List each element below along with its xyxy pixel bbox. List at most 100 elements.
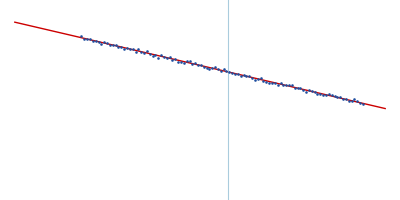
Point	[226, 71, 232, 74]
Point	[297, 87, 304, 90]
Point	[360, 102, 366, 105]
Point	[172, 58, 178, 61]
Point	[130, 48, 136, 51]
Point	[323, 93, 329, 97]
Point	[195, 63, 201, 67]
Point	[127, 47, 133, 50]
Point	[337, 96, 344, 99]
Point	[192, 62, 198, 65]
Point	[124, 46, 130, 49]
Point	[306, 89, 312, 92]
Point	[206, 68, 213, 71]
Point	[200, 65, 207, 69]
Point	[84, 37, 90, 41]
Point	[178, 60, 184, 63]
Point	[158, 54, 164, 57]
Point	[218, 69, 224, 72]
Point	[346, 99, 352, 102]
Point	[215, 68, 221, 71]
Point	[81, 37, 88, 40]
Point	[354, 100, 360, 103]
Point	[308, 89, 315, 92]
Point	[175, 61, 181, 64]
Point	[104, 42, 110, 45]
Point	[351, 98, 358, 101]
Point	[164, 57, 170, 60]
Point	[283, 84, 289, 87]
Point	[246, 74, 252, 77]
Point	[269, 82, 275, 85]
Point	[78, 35, 85, 38]
Point	[90, 39, 96, 43]
Point	[294, 86, 301, 89]
Point	[144, 50, 150, 53]
Point	[209, 66, 216, 69]
Point	[263, 80, 270, 83]
Point	[166, 56, 173, 59]
Point	[98, 42, 104, 46]
Point	[121, 47, 127, 51]
Point	[277, 81, 284, 84]
Point	[118, 46, 124, 49]
Point	[348, 99, 355, 102]
Point	[110, 44, 116, 47]
Point	[161, 56, 167, 59]
Point	[303, 90, 309, 93]
Point	[112, 44, 119, 47]
Point	[141, 51, 147, 54]
Point	[240, 73, 247, 77]
Point	[229, 71, 235, 74]
Point	[87, 38, 93, 41]
Point	[289, 84, 295, 87]
Point	[235, 73, 241, 76]
Point	[107, 43, 113, 47]
Point	[258, 76, 264, 80]
Point	[252, 78, 258, 82]
Point	[243, 75, 250, 78]
Point	[331, 95, 338, 98]
Point	[189, 62, 196, 65]
Point	[198, 63, 204, 67]
Point	[184, 59, 190, 63]
Point	[312, 90, 318, 93]
Point	[249, 76, 255, 79]
Point	[155, 56, 162, 59]
Point	[146, 52, 153, 55]
Point	[232, 72, 238, 75]
Point	[272, 81, 278, 85]
Point	[300, 88, 306, 91]
Point	[101, 41, 108, 44]
Point	[149, 54, 156, 57]
Point	[95, 40, 102, 43]
Point	[186, 60, 193, 63]
Point	[328, 93, 335, 96]
Point	[115, 45, 122, 48]
Point	[274, 83, 281, 86]
Point	[181, 61, 187, 64]
Point	[132, 50, 139, 53]
Point	[220, 68, 227, 71]
Point	[212, 65, 218, 68]
Point	[343, 98, 349, 101]
Point	[280, 83, 286, 87]
Point	[260, 79, 267, 82]
Point	[266, 81, 272, 84]
Point	[92, 39, 99, 43]
Point	[152, 54, 159, 57]
Point	[320, 93, 326, 96]
Point	[334, 95, 340, 98]
Point	[203, 67, 210, 70]
Point	[357, 101, 363, 105]
Point	[254, 77, 261, 81]
Point	[326, 93, 332, 96]
Point	[223, 70, 230, 73]
Point	[340, 97, 346, 100]
Point	[314, 92, 321, 95]
Point	[238, 75, 244, 78]
Point	[292, 86, 298, 89]
Point	[135, 48, 142, 51]
Point	[317, 92, 324, 95]
Point	[138, 50, 144, 53]
Point	[286, 83, 292, 86]
Point	[169, 59, 176, 62]
